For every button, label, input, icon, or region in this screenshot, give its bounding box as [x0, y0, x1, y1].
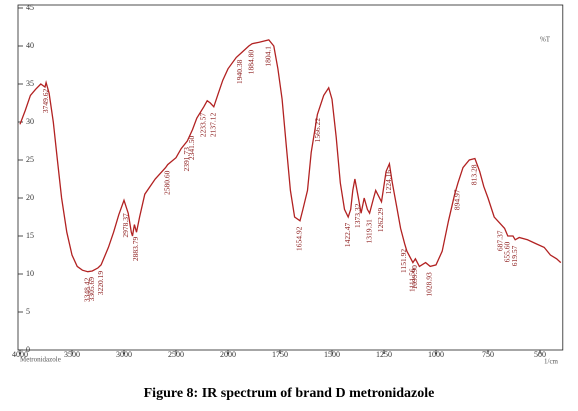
y-tick-label: 15 — [26, 231, 34, 240]
peak-label: 1654.92 — [294, 226, 303, 251]
peak-label: 3348.42 — [82, 277, 91, 302]
plot-frame — [17, 4, 564, 351]
x-tick-label: 1000 — [428, 350, 444, 359]
y-tick-label: 25 — [26, 155, 34, 164]
x-axis-label: 1/cm — [544, 358, 559, 366]
y-tick-label: 20 — [26, 193, 34, 202]
y-tick-label: 40 — [26, 41, 34, 50]
peak-label: 1804.1 — [263, 46, 272, 67]
x-tick-label: 750 — [482, 350, 494, 359]
peak-label: 1319.31 — [364, 219, 373, 244]
x-tick-label: 3500 — [64, 350, 80, 359]
x-tick-label: 2500 — [168, 350, 184, 359]
peak-label: 2137.12 — [208, 113, 217, 138]
peak-label: 1373.32 — [353, 203, 362, 228]
peak-label: 1884.80 — [247, 50, 256, 75]
peak-label: 1111.56 — [408, 268, 417, 292]
peak-label: 1566.22 — [313, 118, 322, 143]
peak-label: 1224.16 — [384, 170, 393, 195]
y-axis-label: %T — [540, 36, 551, 44]
peak-label: 1028.93 — [425, 272, 434, 297]
x-tick-label: 3000 — [116, 350, 132, 359]
y-tick-label: 30 — [26, 117, 34, 126]
peak-label: 1151.92 — [399, 249, 408, 273]
peak-label: 655.60 — [502, 241, 511, 262]
peak-label: 1940.38 — [235, 59, 244, 84]
x-tick-label: 2000 — [220, 350, 236, 359]
peak-label: 2580.60 — [162, 170, 171, 195]
peak-label: 3220.19 — [96, 271, 105, 296]
peak-label: 813.28 — [470, 164, 479, 185]
peak-label: 2978.37 — [121, 213, 130, 238]
peak-label: 1099.90 — [410, 265, 419, 290]
y-tick-label: 0 — [26, 345, 30, 354]
x-tick-label: 1250 — [376, 350, 392, 359]
x-tick-label: 1750 — [272, 350, 288, 359]
peak-label: 687.37 — [496, 230, 505, 251]
peak-label: 3749.62 — [41, 88, 50, 113]
peak-label: 1262.29 — [376, 207, 385, 232]
peak-label: 619.57 — [510, 245, 519, 266]
x-tick-label: 4000 — [12, 350, 28, 359]
peak-label: 894.97 — [453, 189, 462, 210]
y-tick-label: 10 — [26, 269, 34, 278]
caption: Figure 8: IR spectrum of brand D metroni… — [144, 386, 435, 401]
sample-name: Metronidazole — [20, 356, 61, 364]
peak-label: 2391.73 — [182, 147, 191, 172]
peak-label: 3305.69 — [87, 277, 96, 302]
peak-label: 1422.47 — [343, 223, 352, 248]
x-tick-label: 500 — [534, 350, 546, 359]
y-tick-label: 35 — [26, 79, 34, 88]
spectrum-line — [19, 39, 562, 273]
y-tick-label: 5 — [26, 307, 30, 316]
x-tick-label: 1500 — [324, 350, 340, 359]
y-tick-label: 45 — [26, 3, 34, 12]
peak-label: 2883.79 — [131, 237, 140, 262]
peak-label: 2341.50 — [187, 135, 196, 160]
peak-label: 2233.57 — [198, 113, 207, 138]
